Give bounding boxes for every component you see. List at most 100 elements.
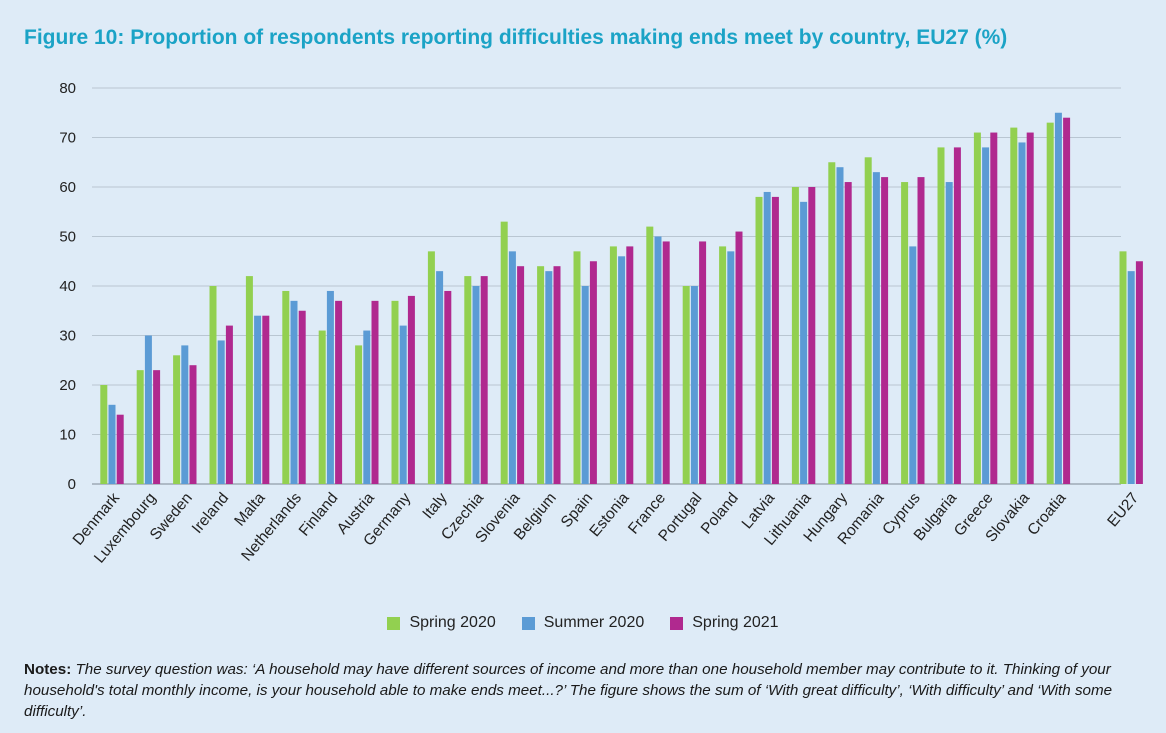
bar (189, 365, 197, 484)
bar (399, 325, 407, 484)
legend-swatch-summer-2020 (521, 616, 535, 630)
legend-label-spring-2021: Spring 2021 (692, 614, 779, 631)
bar (690, 286, 698, 484)
bar (808, 187, 816, 484)
bar (573, 251, 581, 484)
bar (755, 196, 763, 484)
bar (209, 286, 217, 484)
bar (335, 300, 343, 484)
x-tick-label: Ireland (189, 490, 232, 537)
x-tick-label: EU27 (1104, 490, 1142, 531)
bar (1054, 112, 1062, 484)
bar (537, 266, 545, 484)
bar (100, 385, 108, 484)
bar (864, 157, 872, 485)
bar (1010, 127, 1018, 484)
bar (500, 221, 508, 484)
bar (116, 414, 124, 484)
bar (407, 295, 415, 484)
bar (217, 340, 225, 484)
bar (427, 251, 435, 484)
bar (363, 330, 371, 484)
figure-title: Figure 10: Proportion of respondents rep… (24, 26, 1008, 49)
bar (719, 246, 727, 484)
notes: Notes: The survey question was: ‘A house… (24, 659, 1149, 722)
bar (1063, 117, 1071, 484)
bar (953, 147, 961, 484)
x-tick-label: Croatia (1024, 489, 1069, 538)
bar (436, 271, 444, 484)
bar (1127, 271, 1135, 484)
bar (771, 196, 779, 484)
bar (173, 355, 181, 484)
bar (136, 370, 144, 484)
bar (153, 370, 161, 484)
x-tick-label: Italy (419, 489, 450, 522)
bar (735, 231, 743, 484)
bar (654, 236, 662, 484)
legend-label-spring-2020: Spring 2020 (409, 614, 496, 631)
bar (844, 182, 852, 485)
bar (618, 256, 626, 484)
bar (662, 241, 670, 484)
y-tick-label: 40 (59, 278, 76, 295)
bar (1119, 251, 1127, 484)
bar (836, 167, 844, 484)
bar (444, 290, 452, 484)
bar (480, 276, 488, 484)
legend-item-summer-2020: Summer 2020 (521, 614, 645, 632)
bar (371, 300, 379, 484)
legend-item-spring-2020: Spring 2020 (387, 614, 496, 632)
bar (144, 335, 152, 484)
y-tick-label: 80 (59, 80, 76, 97)
x-tick-label: Poland (698, 490, 742, 538)
x-tick-label: Finland (296, 490, 342, 540)
y-tick-label: 30 (59, 328, 76, 345)
legend-swatch-spring-2020 (387, 616, 401, 630)
legend-swatch-spring-2021 (670, 616, 684, 630)
y-tick-label: 50 (59, 229, 76, 246)
bar (472, 286, 480, 484)
bar (945, 182, 953, 485)
notes-label: Notes: (24, 661, 72, 678)
y-tick-label: 70 (59, 130, 76, 147)
bar (290, 300, 298, 484)
bar (318, 330, 326, 484)
bar (1046, 122, 1054, 485)
bar (282, 290, 290, 484)
bar (937, 147, 945, 484)
bar (828, 162, 836, 484)
bar (545, 271, 553, 484)
y-tick-label: 10 (59, 427, 76, 444)
bar (763, 191, 771, 484)
bar (800, 201, 808, 484)
legend-item-spring-2021: Spring 2021 (670, 614, 779, 632)
legend-label-summer-2020: Summer 2020 (543, 614, 645, 631)
bar (517, 266, 525, 484)
bar (1026, 132, 1034, 485)
bar (581, 286, 589, 484)
x-tick-label: Estonia (586, 489, 632, 540)
bar (626, 246, 634, 484)
bar (990, 132, 998, 485)
bar (973, 132, 981, 485)
bar (245, 276, 253, 484)
bar (508, 251, 516, 484)
bar (901, 182, 909, 485)
bar (872, 172, 880, 484)
y-tick-label: 20 (59, 377, 76, 394)
notes-text: The survey question was: ‘A household ma… (24, 661, 1113, 720)
bar (699, 241, 707, 484)
bar (464, 276, 472, 484)
bar (181, 345, 189, 484)
bar (917, 177, 925, 484)
bar (1135, 261, 1143, 484)
bar (646, 226, 654, 484)
bar (589, 261, 597, 484)
bar (108, 404, 116, 484)
bar (254, 315, 262, 484)
bar (682, 286, 690, 484)
bar (909, 246, 917, 484)
